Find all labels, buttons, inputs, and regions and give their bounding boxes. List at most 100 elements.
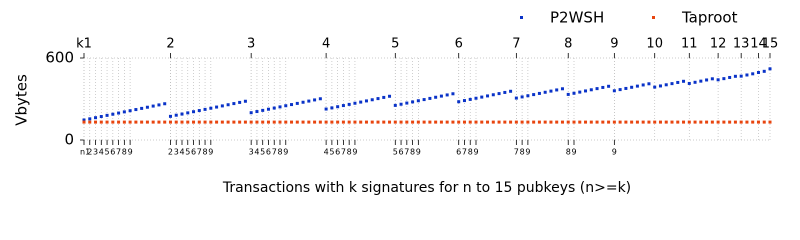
point bbox=[751, 120, 755, 124]
bottom-tick-label: 8 bbox=[410, 148, 415, 157]
point bbox=[336, 120, 340, 124]
point bbox=[537, 91, 541, 95]
point bbox=[99, 115, 103, 119]
point bbox=[445, 93, 449, 97]
top-tick-label: 9 bbox=[610, 37, 618, 52]
point bbox=[670, 82, 674, 86]
point bbox=[341, 120, 345, 124]
top-tick-label: 7 bbox=[512, 37, 520, 52]
point bbox=[215, 105, 219, 109]
point bbox=[220, 120, 224, 124]
point bbox=[676, 120, 680, 124]
point bbox=[658, 84, 662, 88]
bottom-tick-label: 3 bbox=[93, 148, 98, 157]
bottom-tick-label: 8 bbox=[566, 148, 571, 157]
point bbox=[295, 120, 299, 124]
point bbox=[359, 120, 363, 124]
point bbox=[589, 120, 593, 124]
point bbox=[209, 120, 213, 124]
point bbox=[670, 120, 674, 124]
bottom-tick-label: 6 bbox=[456, 148, 461, 157]
point bbox=[543, 90, 547, 94]
top-tick-label: 6 bbox=[455, 37, 463, 52]
point bbox=[278, 105, 282, 109]
point bbox=[88, 117, 92, 121]
point bbox=[336, 105, 340, 109]
point bbox=[411, 100, 415, 104]
point bbox=[318, 97, 322, 101]
point bbox=[439, 94, 443, 98]
point bbox=[347, 120, 351, 124]
y-tick-label: 0 bbox=[64, 131, 74, 149]
point bbox=[180, 120, 184, 124]
y-axis-label: Vbytes bbox=[13, 74, 31, 126]
point bbox=[624, 120, 628, 124]
point bbox=[682, 120, 686, 124]
bottom-tick-label: 7 bbox=[462, 148, 467, 157]
point bbox=[468, 97, 472, 101]
point bbox=[399, 102, 403, 106]
top-tick-label: 4 bbox=[322, 37, 330, 52]
point bbox=[163, 120, 167, 124]
point bbox=[733, 74, 737, 78]
point bbox=[607, 84, 611, 88]
point bbox=[560, 87, 564, 91]
point bbox=[584, 89, 588, 93]
point bbox=[537, 120, 541, 124]
bottom-tick-label: 6 bbox=[399, 148, 404, 157]
point bbox=[174, 120, 178, 124]
point bbox=[203, 120, 207, 124]
top-tick-label: 3 bbox=[247, 37, 255, 52]
point bbox=[578, 90, 582, 94]
point bbox=[324, 107, 328, 111]
point bbox=[439, 120, 443, 124]
point bbox=[457, 120, 461, 124]
point bbox=[330, 120, 334, 124]
top-tick-label: 14 bbox=[750, 37, 767, 52]
point bbox=[693, 80, 697, 84]
point bbox=[768, 67, 772, 71]
point bbox=[226, 103, 230, 107]
point bbox=[203, 107, 207, 111]
point bbox=[405, 120, 409, 124]
point bbox=[370, 120, 374, 124]
point bbox=[88, 120, 92, 124]
point bbox=[641, 120, 645, 124]
point bbox=[209, 106, 213, 110]
bottom-tick-label: 7 bbox=[341, 148, 346, 157]
point bbox=[601, 85, 605, 89]
point bbox=[382, 95, 386, 99]
bottom-tick-label: 4 bbox=[179, 148, 184, 157]
point bbox=[589, 88, 593, 92]
point bbox=[514, 120, 518, 124]
point bbox=[549, 120, 553, 124]
point bbox=[526, 120, 530, 124]
point bbox=[607, 120, 611, 124]
point bbox=[157, 120, 161, 124]
point bbox=[105, 113, 109, 117]
point bbox=[462, 120, 466, 124]
bottom-tick-label: 7 bbox=[197, 148, 202, 157]
point bbox=[601, 120, 605, 124]
point bbox=[745, 120, 749, 124]
point bbox=[428, 96, 432, 100]
point bbox=[278, 120, 282, 124]
point bbox=[145, 120, 149, 124]
point bbox=[405, 101, 409, 105]
point bbox=[370, 98, 374, 102]
point bbox=[399, 120, 403, 124]
top-tick-label: 11 bbox=[681, 37, 698, 52]
point bbox=[486, 94, 490, 98]
point bbox=[313, 120, 317, 124]
point bbox=[480, 120, 484, 124]
point bbox=[215, 120, 219, 124]
point bbox=[272, 120, 276, 124]
point bbox=[94, 116, 98, 120]
point bbox=[532, 93, 536, 97]
point bbox=[284, 120, 288, 124]
point bbox=[341, 104, 345, 108]
point bbox=[520, 120, 524, 124]
point bbox=[128, 120, 132, 124]
bottom-tick-label: 2 bbox=[168, 148, 173, 157]
point bbox=[722, 120, 726, 124]
